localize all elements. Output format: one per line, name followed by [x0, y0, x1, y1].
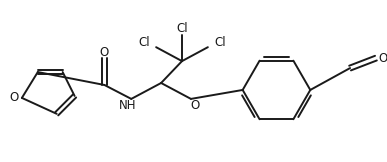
Text: Cl: Cl	[176, 22, 188, 35]
Text: O: O	[9, 91, 19, 104]
Text: Cl: Cl	[139, 36, 150, 49]
Text: Cl: Cl	[214, 36, 226, 49]
Text: O: O	[378, 52, 387, 65]
Text: O: O	[100, 46, 109, 59]
Text: O: O	[190, 99, 200, 112]
Text: NH: NH	[118, 99, 136, 112]
